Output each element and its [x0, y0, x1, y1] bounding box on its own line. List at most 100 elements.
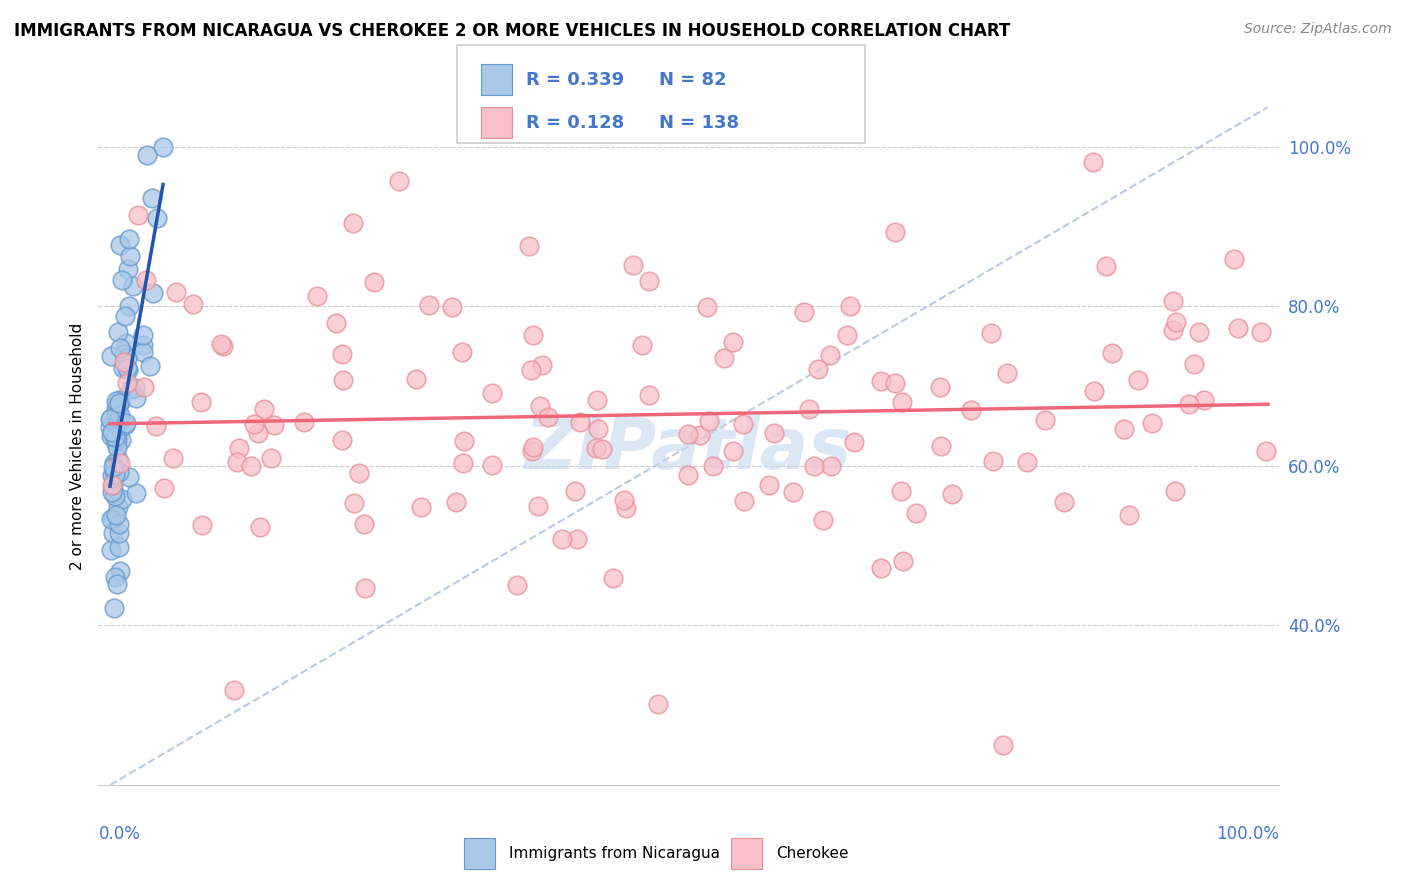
Point [101, 511, 124, 525]
Point [100, 350, 122, 364]
Point [101, 478, 124, 492]
Point [332, 347, 354, 361]
Point [763, 426, 786, 441]
Point [733, 493, 755, 508]
Point [100, 410, 122, 425]
Point [586, 422, 609, 436]
Point [114, 417, 136, 432]
Point [758, 478, 780, 492]
Point [132, 380, 155, 394]
Point [191, 517, 214, 532]
Point [249, 519, 271, 533]
Point [260, 451, 283, 466]
Point [527, 500, 550, 514]
Point [292, 415, 315, 429]
Point [105, 433, 128, 447]
Point [127, 208, 149, 222]
Point [450, 345, 472, 359]
Point [689, 428, 711, 442]
Point [1223, 252, 1246, 266]
Point [839, 299, 862, 313]
Text: 100.0%: 100.0% [1216, 825, 1279, 843]
Text: IMMIGRANTS FROM NICARAGUA VS CHEROKEE 2 OR MORE VEHICLES IN HOUSEHOLD CORRELATIO: IMMIGRANTS FROM NICARAGUA VS CHEROKEE 2 … [14, 22, 1011, 40]
Point [818, 348, 841, 362]
Point [586, 393, 609, 408]
Point [891, 394, 914, 409]
Point [676, 467, 699, 482]
Point [869, 561, 891, 575]
Point [891, 554, 914, 568]
Point [107, 516, 129, 531]
Point [551, 532, 574, 546]
Point [145, 211, 167, 226]
Point [124, 391, 146, 405]
Point [132, 345, 155, 359]
Point [142, 285, 165, 300]
Point [141, 191, 163, 205]
Point [209, 337, 232, 351]
Point [980, 326, 1002, 341]
Point [111, 360, 134, 375]
Point [104, 570, 127, 584]
Point [124, 381, 146, 395]
Point [104, 430, 127, 444]
Point [529, 399, 551, 413]
Point [103, 480, 125, 494]
Point [108, 393, 131, 408]
Point [928, 380, 950, 394]
Text: N = 138: N = 138 [659, 114, 740, 132]
Point [1227, 320, 1250, 334]
Point [1101, 345, 1123, 359]
Point [1118, 508, 1140, 522]
Point [505, 578, 527, 592]
Point [637, 273, 659, 287]
Point [569, 415, 592, 429]
Point [723, 444, 745, 458]
Point [844, 435, 866, 450]
Point [621, 258, 644, 272]
Point [585, 442, 607, 456]
Point [1053, 495, 1076, 509]
Point [104, 508, 127, 523]
Point [782, 485, 804, 500]
Point [721, 335, 744, 350]
Point [613, 492, 636, 507]
Point [114, 335, 136, 350]
Point [342, 216, 364, 230]
Point [870, 374, 893, 388]
Point [222, 682, 245, 697]
Point [115, 361, 138, 376]
Point [453, 434, 475, 448]
Point [107, 326, 129, 340]
Point [995, 367, 1018, 381]
Point [332, 373, 354, 387]
Text: Cherokee: Cherokee [776, 847, 849, 861]
Point [212, 339, 235, 353]
Point [125, 486, 148, 500]
Point [440, 300, 463, 314]
Point [246, 426, 269, 441]
Point [105, 394, 128, 409]
Point [98, 412, 121, 426]
Point [1015, 455, 1038, 469]
Point [807, 362, 830, 376]
Point [107, 577, 129, 591]
Point [811, 513, 834, 527]
Point [132, 338, 155, 352]
Point [139, 359, 162, 374]
Point [517, 239, 540, 253]
Point [103, 456, 125, 470]
Point [793, 305, 815, 319]
Point [242, 417, 264, 432]
Point [104, 434, 127, 448]
Point [959, 403, 981, 417]
Point [481, 386, 503, 401]
Point [112, 355, 135, 369]
Point [941, 487, 963, 501]
Point [103, 526, 125, 541]
Point [820, 459, 842, 474]
Point [929, 438, 952, 452]
Point [1166, 315, 1188, 329]
Point [118, 299, 141, 313]
Point [117, 363, 139, 377]
